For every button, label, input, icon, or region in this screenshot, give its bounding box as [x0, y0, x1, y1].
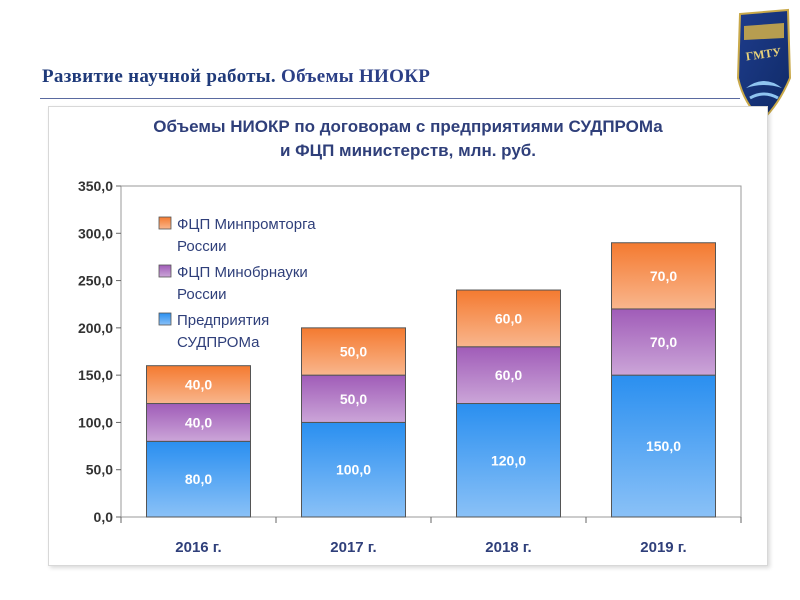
x-category-label: 2018 г.	[485, 539, 531, 556]
data-label: 100,0	[336, 462, 371, 478]
data-label: 50,0	[340, 344, 367, 360]
legend-swatch	[158, 312, 172, 326]
bar-segment	[456, 289, 561, 348]
legend-label: ФЦП Минпромторга	[177, 216, 316, 233]
x-category-label: 2019 г.	[640, 539, 686, 556]
legend-swatch	[158, 264, 172, 278]
chart-subtitle: и ФЦП министерств, млн. руб.	[279, 141, 536, 160]
legend-swatch	[158, 216, 172, 230]
bar-segment	[456, 403, 561, 518]
bar-segment	[301, 421, 406, 518]
logo-text: ГМТУ	[745, 45, 782, 64]
legend-label: России	[177, 238, 226, 255]
y-tick-label: 350,0	[78, 178, 113, 194]
legend-label: ФЦП Минобрнауки	[177, 264, 308, 281]
legend-label: СУДПРОМа	[177, 334, 260, 351]
page-title-part2: Объемы НИОКР	[281, 66, 431, 87]
data-label: 40,0	[185, 377, 212, 393]
data-label: 70,0	[650, 334, 677, 350]
stacked-bar-chart: 0,0 50,0 100,0 150,0 200,0 250,0 300,0 350,0 201…	[78, 178, 742, 556]
legend-label: России	[177, 286, 226, 303]
data-label: 40,0	[185, 414, 212, 430]
x-category-label: 2017 г.	[330, 539, 376, 556]
y-tick-label: 200,0	[78, 320, 113, 336]
data-label: 50,0	[340, 391, 367, 407]
y-tick-label: 300,0	[78, 225, 113, 241]
bar-segment	[301, 374, 406, 423]
bar-segment	[611, 308, 716, 376]
chart-title: Объемы НИОКР по договорам с предприятиям…	[153, 117, 663, 136]
y-tick-label: 150,0	[78, 367, 113, 383]
y-tick-label: 50,0	[86, 462, 113, 478]
bar-segment	[611, 374, 716, 518]
bar-segment	[146, 403, 251, 442]
bar-segment	[146, 365, 251, 405]
y-tick-label: 0,0	[94, 509, 114, 525]
page-title-part1: Развитие научной работы.	[42, 66, 276, 87]
data-label: 70,0	[650, 268, 677, 284]
page-title: Развитие научной работы. Объемы НИОКР	[42, 66, 430, 88]
y-tick-label: 100,0	[78, 414, 113, 430]
data-label: 60,0	[495, 310, 522, 326]
bar-segment	[301, 327, 406, 376]
data-label: 120,0	[491, 452, 526, 468]
chart-panel: Объемы НИОКР по договорам с предприятиям…	[48, 106, 768, 566]
data-label: 150,0	[646, 438, 681, 454]
bar-segment	[456, 346, 561, 405]
bar-segment	[611, 242, 716, 310]
data-label: 60,0	[495, 367, 522, 383]
title-divider	[40, 98, 740, 99]
legend-label: Предприятия	[177, 312, 269, 329]
x-category-label: 2016 г.	[175, 539, 221, 556]
y-tick-label: 250,0	[78, 273, 113, 289]
data-label: 80,0	[185, 471, 212, 487]
bar-segment	[146, 440, 251, 518]
